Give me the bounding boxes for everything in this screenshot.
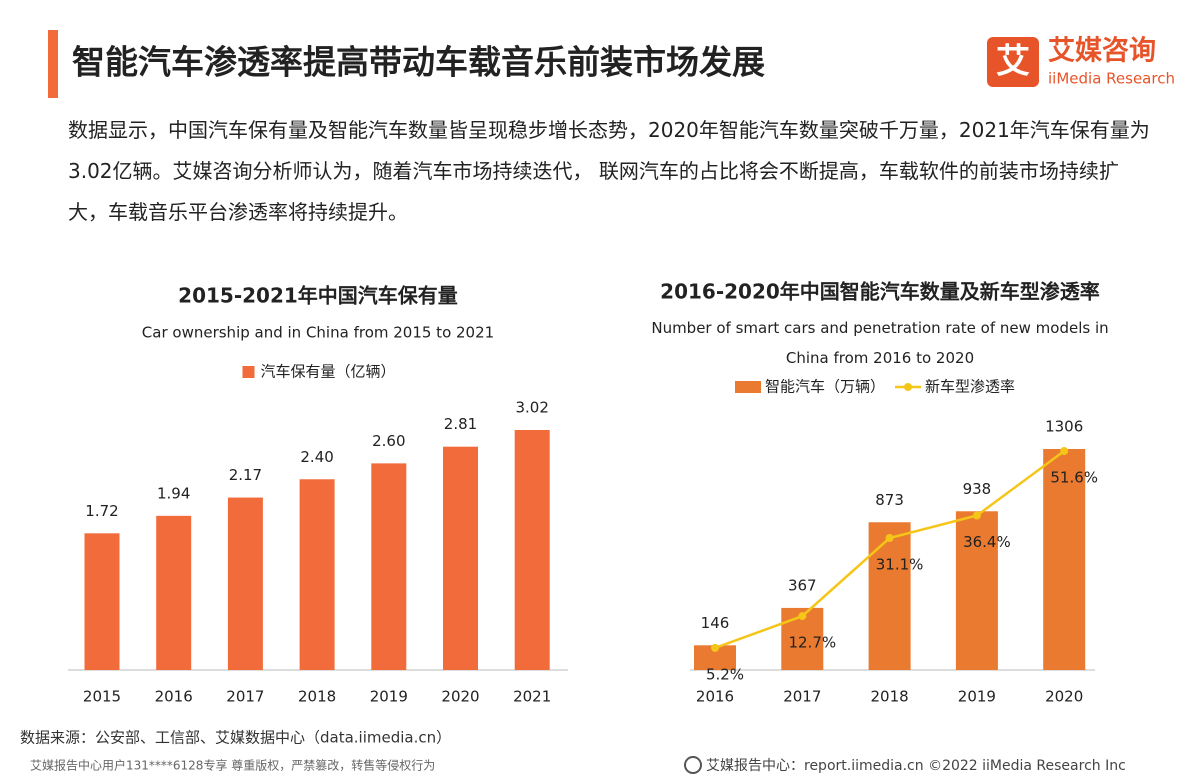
line-marker [1060,447,1069,455]
value-label: 146 [701,614,730,632]
logo-en: iiMedia Research [1048,70,1175,88]
value-label: 938 [963,480,992,498]
footer-notice: 艾媒报告中心用户131****6128专享 尊重版权，严禁篡改，转售等侵权行为 [30,758,435,773]
value-label: 36.4% [963,533,1011,551]
legend-label: 汽车保有量（亿辆） [261,363,396,381]
x-tick-label: 2018 [871,688,909,706]
footer-site: 艾媒报告中心：report.iimedia.cn ©2022 iiMedia R… [706,758,1126,774]
line-marker [711,643,719,652]
legend-label: 智能汽车（万辆） [765,378,885,396]
legend-swatch [242,366,255,378]
bar [1043,449,1086,670]
value-label: 1.72 [85,502,118,520]
legend-swatch [904,383,912,391]
chart-title: 2016-2020年中国智能汽车数量及新车型渗透率 [660,280,1100,304]
bar [227,497,263,670]
x-tick-label: 2016 [696,688,734,706]
bar [84,533,120,670]
legend-swatch [735,381,761,393]
logo-cn: 艾媒咨询 [1048,35,1156,67]
bar [371,463,407,670]
x-tick-label: 2019 [370,688,408,706]
bar [514,430,550,670]
value-label: 2.17 [229,466,262,484]
logo-icon-bg [987,37,1039,87]
bar [955,511,998,670]
bar [299,479,335,670]
x-tick-label: 2017 [226,688,264,706]
x-tick-label: 2020 [1045,688,1083,706]
x-tick-label: 2019 [958,688,996,706]
bar [156,515,192,670]
value-label: 2.60 [372,432,405,450]
x-tick-label: 2016 [155,688,193,706]
page-title: 智能汽车渗透率提高带动车载音乐前装市场发展 [72,43,765,82]
value-label: 51.6% [1050,469,1098,487]
value-label: 31.1% [876,556,924,574]
value-label: 873 [875,491,904,509]
intro: 数据显示，中国汽车保有量及智能汽车数量皆呈现稳步增长态势，2020年智能汽车数量… [68,118,1150,224]
bar [443,446,478,670]
logo-icon: 艾 [996,42,1030,82]
chart-subtitle: Number of smart cars and penetration rat… [651,319,1109,367]
value-label: 1.94 [157,484,190,502]
footer-icon [684,756,702,774]
value-label: 2.40 [300,448,333,466]
value-label: 3.02 [515,399,548,417]
value-label: 2.81 [444,415,477,433]
value-label: 367 [788,576,817,594]
source: 数据来源：公安部、工信部、艾媒数据中心（data.iimedia.cn） [20,729,451,747]
line-marker [885,534,894,543]
x-tick-label: 2017 [783,688,821,706]
x-tick-label: 2018 [298,688,336,706]
chart-subtitle: Car ownership and in China from 2015 to … [142,324,494,342]
bar [868,522,911,670]
title-accent [48,30,58,98]
legend-label: 新车型渗透率 [925,378,1015,396]
value-label: 5.2% [706,665,744,683]
chart-title: 2015-2021年中国汽车保有量 [178,284,458,308]
line-marker [798,612,807,621]
x-tick-label: 2020 [441,688,479,706]
line-marker [972,511,981,520]
value-label: 1306 [1045,418,1083,436]
x-tick-label: 2015 [83,688,121,706]
value-label: 12.7% [788,634,836,652]
x-tick-label: 2021 [513,688,551,706]
